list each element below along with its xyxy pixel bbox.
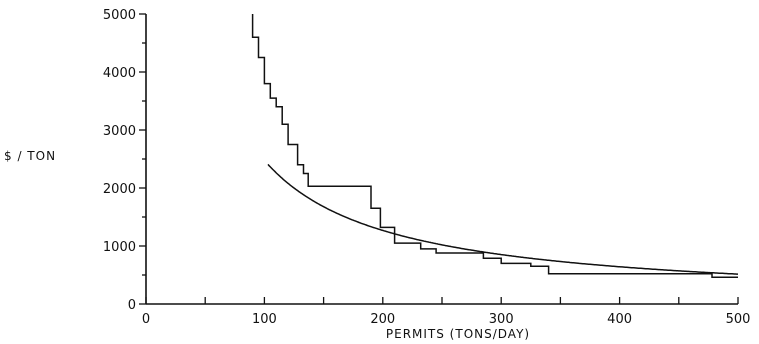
x-ticks: 0 100 200 300 400 500 [142,297,751,327]
y-tick-label: 1000 [103,240,136,255]
x-axis-label: PERMITS (TONS/DAY) [386,327,530,341]
y-ticks: 0 1000 2000 3000 4000 5000 [103,8,146,313]
step-series-line [251,14,738,279]
x-tick-label: 100 [252,312,277,327]
y-tick-label: 0 [128,298,136,313]
x-tick-label: 0 [142,312,150,327]
x-tick-label: 400 [607,312,632,327]
x-tick-label: 200 [370,312,395,327]
x-tick-label: 300 [489,312,514,327]
y-tick-label: 3000 [103,124,136,139]
y-tick-label: 4000 [103,66,136,81]
y-tick-label: 5000 [103,8,136,23]
series-group [251,14,738,279]
y-axis-label: $ / TON [4,149,56,163]
x-tick-label: 500 [726,312,751,327]
curve-series-line [267,163,738,275]
axes [145,14,738,305]
y-tick-label: 2000 [103,182,136,197]
